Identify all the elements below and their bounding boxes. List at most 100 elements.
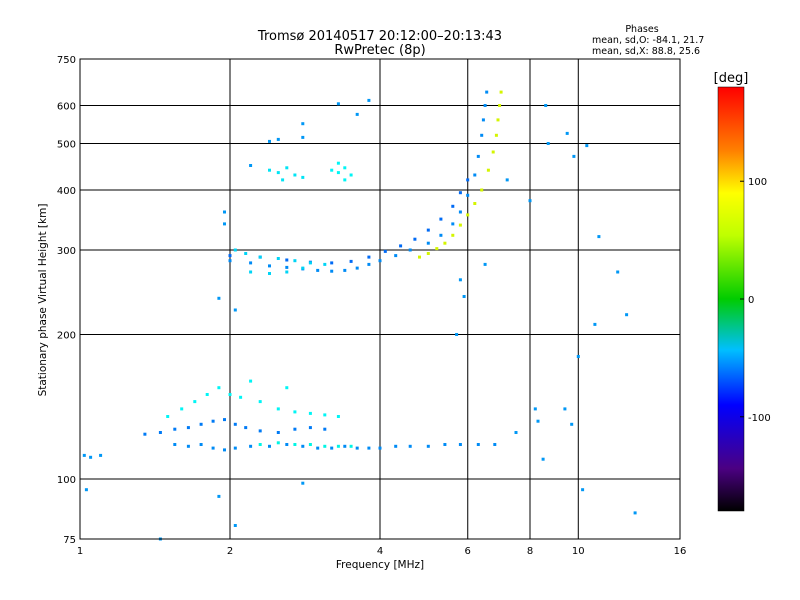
data-point [455,333,459,336]
data-point [276,257,280,260]
data-point [418,255,421,259]
data-point [217,494,221,498]
data-point [308,411,312,415]
x-tick-label: 6 [465,546,471,557]
data-point [323,444,327,448]
data-point [581,488,585,492]
data-point [458,443,462,446]
data-point [301,175,305,179]
data-point [394,444,398,448]
data-point [616,270,620,274]
data-point [499,90,503,94]
data-point [293,410,297,414]
data-point [355,266,359,270]
data-point [480,133,484,137]
data-point [451,233,455,237]
data-point [293,173,297,177]
data-point [223,210,226,214]
data-point [498,104,502,107]
data-point [285,258,289,262]
data-point [367,446,371,450]
data-point [336,161,340,165]
data-point [383,249,387,253]
data-point [285,443,289,446]
data-point [173,427,177,431]
data-point [249,270,253,274]
data-point [158,431,162,434]
data-point [399,244,403,248]
data-point [408,444,412,448]
data-point [546,142,550,145]
data-point [343,166,347,170]
data-point [349,444,353,448]
data-point [413,237,417,241]
data-point [228,393,232,396]
data-point [336,444,340,448]
data-point [565,131,569,135]
data-point [233,308,237,312]
x-tick-label: 16 [674,546,687,557]
data-point [293,427,297,431]
data-point [367,98,371,102]
data-point [323,427,327,431]
data-point [268,272,271,275]
y-tick-label: 300 [57,246,76,257]
data-point [211,419,215,423]
data-point [205,393,209,396]
data-point [336,415,340,418]
data-point [625,313,629,317]
data-point [228,254,232,258]
data-point [576,355,580,358]
data-point [439,217,443,221]
data-point [308,426,312,430]
data-point [505,178,509,182]
data-point [301,122,305,126]
data-point [349,259,353,263]
data-point [486,168,490,172]
data-point [285,386,289,390]
data-point [466,178,470,182]
data-point [563,407,567,411]
data-point [276,431,280,434]
data-point [258,255,262,259]
data-point [285,166,289,170]
data-point [249,379,253,383]
data-point [285,270,289,274]
plot-frame [79,58,681,540]
data-point [281,178,285,182]
data-point [244,252,248,255]
data-point [268,444,271,448]
data-point [483,104,487,107]
x-tick-label: 4 [377,546,383,557]
data-point [480,188,484,192]
phase-stats-o: mean, sd,O: -84.1, 21.7 [592,35,704,46]
data-point [343,268,347,272]
data-point [173,443,177,446]
y-axis-label: Stationary phase Virtual Height [km] [37,204,49,397]
data-point [493,443,497,446]
data-point [186,444,190,448]
data-point [378,446,382,450]
data-point [323,262,327,266]
data-point [258,400,262,404]
y-axis-ticks: 75 100 200 300 400 500 600 750 [57,55,76,546]
data-point [308,443,312,446]
colorbar-ticks: -100 0 100 [740,177,771,424]
data-point [476,443,480,446]
data-point [276,407,280,411]
data-point [426,252,430,255]
y-tick-label: 600 [57,102,76,113]
data-point [217,386,221,390]
data-point [330,261,334,265]
data-point [228,259,232,263]
grid-lines [80,59,680,539]
data-point [211,446,215,450]
data-point [466,193,470,197]
data-point [276,441,280,445]
data-point [533,407,537,411]
data-point [343,444,347,448]
data-point [336,171,340,175]
data-point [276,171,280,175]
data-point [301,266,305,270]
data-point [268,168,271,172]
